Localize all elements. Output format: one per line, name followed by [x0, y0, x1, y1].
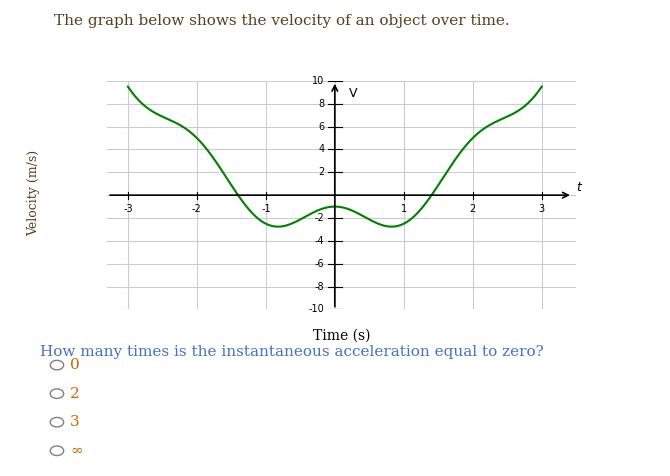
Text: 1: 1 — [401, 204, 407, 214]
Text: -1: -1 — [261, 204, 271, 214]
Text: -2: -2 — [315, 213, 324, 223]
Text: 8: 8 — [318, 99, 324, 109]
Text: -4: -4 — [315, 236, 324, 246]
Text: -2: -2 — [192, 204, 202, 214]
Text: -3: -3 — [123, 204, 133, 214]
Text: 0: 0 — [70, 358, 80, 372]
Text: Velocity (m/s): Velocity (m/s) — [27, 150, 40, 236]
Text: -6: -6 — [315, 258, 324, 269]
Text: -8: -8 — [315, 281, 324, 292]
Text: -10: -10 — [309, 304, 324, 315]
Text: 10: 10 — [312, 76, 324, 86]
Text: t: t — [576, 181, 581, 194]
Text: 3: 3 — [539, 204, 545, 214]
Text: How many times is the instantaneous acceleration equal to zero?: How many times is the instantaneous acce… — [40, 345, 544, 359]
Text: 4: 4 — [318, 144, 324, 155]
Text: The graph below shows the velocity of an object over time.: The graph below shows the velocity of an… — [54, 14, 509, 28]
Text: ∞: ∞ — [70, 444, 83, 458]
Text: 6: 6 — [318, 121, 324, 132]
Text: Time (s): Time (s) — [313, 328, 371, 342]
Text: 2: 2 — [470, 204, 476, 214]
Text: 3: 3 — [70, 415, 80, 429]
Text: V: V — [348, 87, 357, 99]
Text: 2: 2 — [70, 387, 80, 401]
Text: 2: 2 — [318, 167, 324, 178]
